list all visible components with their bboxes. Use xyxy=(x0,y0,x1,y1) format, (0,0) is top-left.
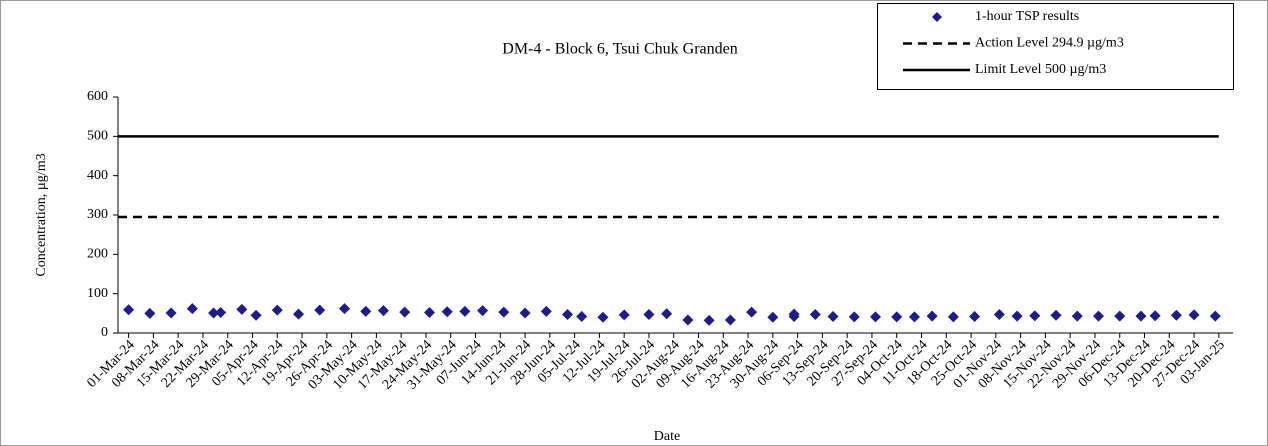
y-tick-label: 600 xyxy=(87,89,108,104)
data-point xyxy=(682,314,694,326)
data-point xyxy=(459,305,471,317)
data-point xyxy=(576,310,588,322)
data-point xyxy=(165,307,177,319)
data-point xyxy=(618,309,630,321)
data-point xyxy=(1029,310,1041,322)
data-point xyxy=(399,306,411,318)
legend-label: Action Level 294.9 µg/m3 xyxy=(975,36,1124,51)
data-point xyxy=(236,303,248,315)
data-point xyxy=(1149,310,1161,322)
legend-label: Limit Level 500 µg/m3 xyxy=(975,62,1106,77)
data-point xyxy=(969,310,981,322)
data-point xyxy=(891,311,903,323)
data-point xyxy=(250,309,262,321)
data-point xyxy=(908,311,920,323)
data-point xyxy=(208,307,220,319)
data-point xyxy=(360,305,372,317)
y-tick-label: 300 xyxy=(87,207,108,222)
data-point xyxy=(498,306,510,318)
data-point xyxy=(848,311,860,323)
y-tick-label: 200 xyxy=(87,247,108,262)
data-point xyxy=(186,303,198,315)
chart-title: DM-4 - Block 6, Tsui Chuk Granden xyxy=(502,41,737,58)
data-point xyxy=(123,304,135,316)
y-tick-label: 0 xyxy=(101,325,108,340)
data-point xyxy=(947,311,959,323)
data-point xyxy=(562,309,574,321)
y-tick-label: 500 xyxy=(87,129,108,144)
data-point xyxy=(314,304,326,316)
data-point xyxy=(926,310,938,322)
data-point xyxy=(339,303,351,315)
data-point xyxy=(519,307,531,319)
y-tick-label: 400 xyxy=(87,168,108,183)
data-point xyxy=(540,305,552,317)
data-point xyxy=(1071,310,1083,322)
data-point xyxy=(293,308,305,320)
data-point xyxy=(724,314,736,326)
data-point xyxy=(869,311,881,323)
data-point xyxy=(746,306,758,318)
legend-label: 1-hour TSP results xyxy=(975,9,1079,24)
data-point xyxy=(423,307,435,319)
data-point xyxy=(993,309,1005,321)
y-axis-label: Concentration, µg/m3 xyxy=(34,153,49,276)
data-point xyxy=(1092,310,1104,322)
y-tick-label: 100 xyxy=(87,286,108,301)
data-point xyxy=(767,311,779,323)
data-point xyxy=(661,308,673,320)
data-point xyxy=(144,307,156,319)
data-point xyxy=(703,314,715,326)
data-point xyxy=(1188,309,1200,321)
data-point xyxy=(827,310,839,322)
legend-marker xyxy=(932,12,942,22)
data-point xyxy=(215,307,227,319)
data-point xyxy=(809,309,821,321)
data-point xyxy=(597,311,609,323)
data-point xyxy=(788,308,800,320)
data-point xyxy=(441,306,453,318)
data-point xyxy=(1050,309,1062,321)
data-point xyxy=(1114,310,1126,322)
data-point xyxy=(477,305,489,317)
data-point xyxy=(1135,310,1147,322)
data-point xyxy=(1170,309,1182,321)
x-axis-label: Date xyxy=(654,429,680,444)
data-point xyxy=(643,309,655,321)
data-point xyxy=(377,305,389,317)
data-point xyxy=(1011,310,1023,322)
data-point xyxy=(1209,310,1221,322)
data-point xyxy=(271,304,283,316)
